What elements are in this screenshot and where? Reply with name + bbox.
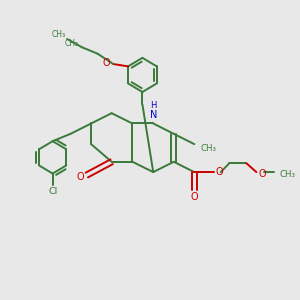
Text: CH₂: CH₂: [64, 39, 79, 48]
Text: CH₃: CH₃: [52, 30, 66, 39]
Text: O: O: [258, 169, 266, 179]
Text: O: O: [102, 58, 110, 68]
Text: H: H: [150, 101, 156, 110]
Text: CH₃: CH₃: [201, 144, 217, 153]
Text: N: N: [149, 110, 157, 120]
Text: CH₃: CH₃: [280, 169, 296, 178]
Text: O: O: [216, 167, 224, 177]
Text: O: O: [190, 191, 198, 202]
Text: O: O: [76, 172, 84, 182]
Text: Cl: Cl: [48, 187, 57, 196]
